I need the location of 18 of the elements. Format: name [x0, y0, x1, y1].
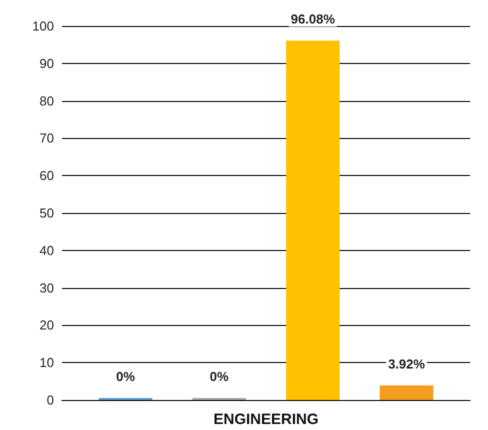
bar — [380, 385, 434, 400]
y-tick-label: 90 — [40, 56, 54, 71]
y-tick-label: 80 — [40, 93, 54, 108]
data-label: 0% — [210, 369, 229, 384]
y-tick-label: 60 — [40, 168, 54, 184]
y-tick-label: 70 — [40, 130, 54, 146]
x-tick-label: ENGINEERING — [213, 411, 319, 428]
data-label: 0% — [116, 369, 136, 384]
data-label: 3.92% — [388, 356, 426, 372]
data-label: 96.08% — [290, 12, 336, 27]
y-tick-label: 10 — [40, 355, 54, 370]
y-tick-label: 0 — [46, 392, 54, 408]
y-tick-label: 100 — [32, 18, 54, 34]
y-tick-label: 30 — [40, 280, 54, 296]
y-tick-label: 20 — [40, 318, 54, 333]
y-tick-label: 50 — [40, 206, 54, 220]
y-tick-label: 40 — [40, 242, 54, 258]
bar — [286, 40, 340, 400]
